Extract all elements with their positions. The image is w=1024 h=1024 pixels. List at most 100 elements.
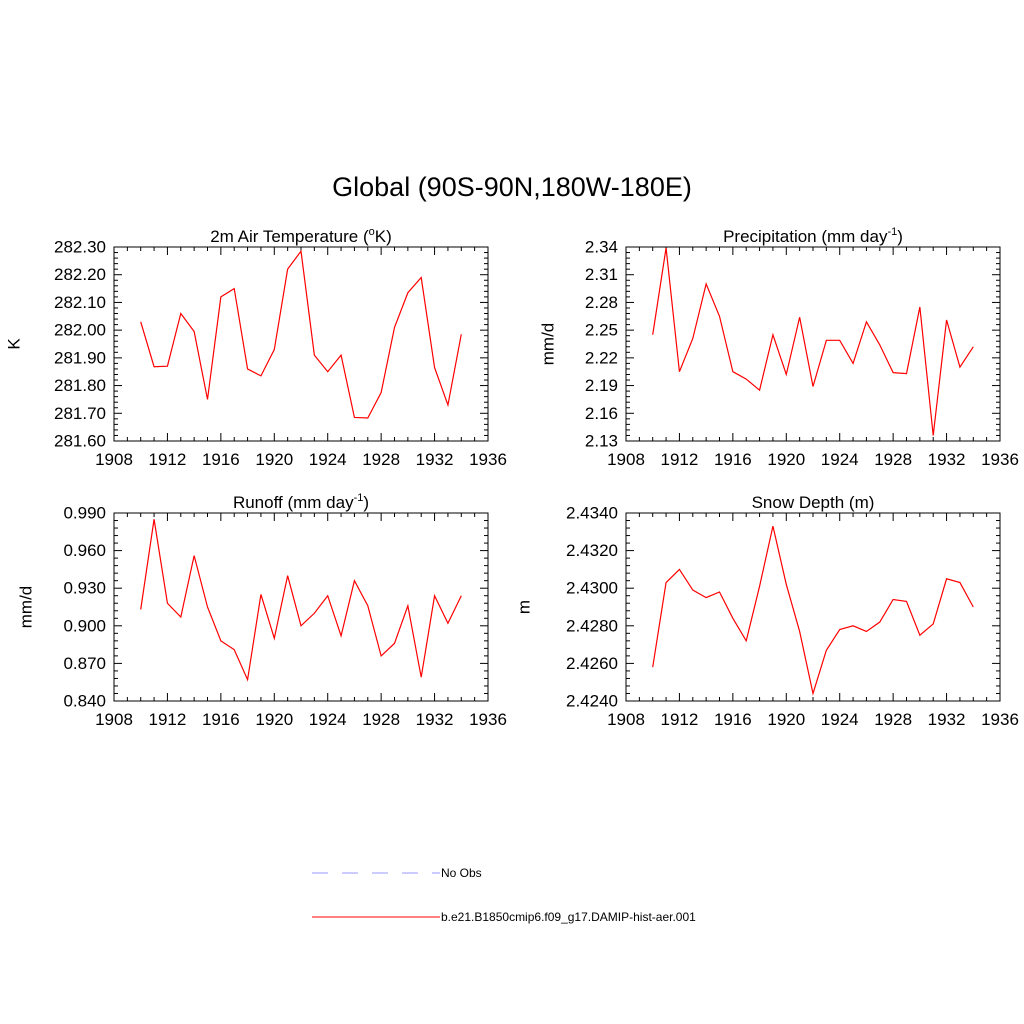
data-point	[973, 606, 974, 607]
data-point	[799, 631, 800, 632]
y-tick-label: 282.00	[54, 321, 106, 340]
x-tick-label: 1936	[981, 450, 1019, 469]
data-point	[946, 319, 947, 320]
data-point	[652, 334, 653, 335]
data-point	[153, 366, 154, 367]
data-point	[461, 595, 462, 596]
data-point	[959, 582, 960, 583]
series-line	[140, 519, 462, 682]
legend-swatch-dashed	[312, 872, 440, 874]
x-tick-label: 1920	[255, 450, 293, 469]
x-tick-label: 1916	[714, 450, 752, 469]
data-point	[247, 368, 248, 369]
data-point	[732, 371, 733, 372]
x-tick-label: 1908	[607, 710, 645, 729]
x-tick-label: 1932	[416, 450, 454, 469]
chart-panel-1: Precipitation (mm day-1) mm/d 1908 1912 1916…	[539, 226, 1019, 469]
data-point	[461, 334, 462, 335]
data-point	[692, 589, 693, 590]
y-tick-label: 282.10	[54, 293, 106, 312]
y-axis-label: mm/d	[539, 323, 558, 366]
x-tick-label: 1932	[416, 710, 454, 729]
x-tick-label: 1928	[874, 710, 912, 729]
data-point	[367, 417, 368, 418]
y-tick-label: 0.930	[63, 579, 106, 598]
chart-title-suffix: )	[363, 493, 369, 512]
chart-title: Runoff (mm day-1)	[233, 492, 369, 512]
legend-label-model-run: b.e21.B1850cmip6.f09_g17.DAMIP-hist-aer.…	[441, 910, 696, 924]
chart-title-text: Snow Depth (m)	[752, 493, 875, 512]
y-tick-label: 2.4240	[566, 692, 618, 711]
chart-title-superscript: -1	[887, 226, 897, 238]
data-point	[434, 367, 435, 368]
data-point	[679, 371, 680, 372]
x-tick-label: 1912	[661, 710, 699, 729]
data-point	[959, 366, 960, 367]
data-point	[732, 618, 733, 619]
y-tick-label: 2.13	[585, 432, 618, 451]
data-point	[933, 435, 934, 436]
data-point	[759, 586, 760, 587]
chart-panel-2: Runoff (mm day-1) mm/d 1908 1912 1916 1920 192…	[17, 492, 507, 729]
data-point	[327, 595, 328, 596]
chart-title-text: 2m Air Temperature (	[210, 227, 369, 246]
data-point	[287, 575, 288, 576]
data-point	[933, 623, 934, 624]
data-point	[812, 386, 813, 387]
x-tick-label: 1928	[362, 450, 400, 469]
data-point	[746, 379, 747, 380]
data-point	[706, 283, 707, 284]
data-point	[946, 578, 947, 579]
y-tick-label: 0.990	[63, 504, 106, 523]
data-point	[274, 638, 275, 639]
data-point	[434, 595, 435, 596]
x-tick-label: 1916	[714, 710, 752, 729]
x-tick-label: 1924	[821, 450, 859, 469]
y-tick-label: 2.31	[585, 265, 618, 284]
x-tick-label: 1912	[149, 450, 187, 469]
data-point	[327, 371, 328, 372]
x-tick-label: 1936	[469, 450, 507, 469]
data-point	[906, 601, 907, 602]
x-tick-label: 1924	[309, 450, 347, 469]
y-axis-label: mm/d	[17, 586, 36, 629]
data-point	[719, 591, 720, 592]
y-tick-label: 2.4320	[566, 541, 618, 560]
y-tick-label: 2.28	[585, 293, 618, 312]
data-point	[314, 613, 315, 614]
y-tick-label: 2.34	[585, 238, 618, 257]
data-point	[665, 582, 666, 583]
data-point	[367, 605, 368, 606]
data-point	[140, 609, 141, 610]
data-point	[839, 629, 840, 630]
data-point	[220, 296, 221, 297]
y-tick-label: 2.16	[585, 404, 618, 423]
data-point	[153, 519, 154, 520]
x-tick-label: 1928	[362, 710, 400, 729]
y-tick-label: 2.4280	[566, 616, 618, 635]
x-tick-label: 1920	[767, 450, 805, 469]
data-point	[180, 313, 181, 314]
data-point	[866, 321, 867, 322]
data-point	[447, 623, 448, 624]
data-point	[381, 392, 382, 393]
data-point	[812, 693, 813, 694]
data-point	[799, 317, 800, 318]
data-point	[167, 366, 168, 367]
data-point	[906, 373, 907, 374]
data-point	[679, 569, 680, 570]
y-tick-label: 0.840	[63, 692, 106, 711]
x-tick-label: 1924	[309, 710, 347, 729]
data-point	[839, 340, 840, 341]
legend-swatch-solid	[312, 916, 440, 918]
data-point	[354, 417, 355, 418]
page-title: Global (90S-90N,180W-180E)	[332, 172, 692, 202]
series-line	[652, 247, 974, 436]
x-tick-label: 1912	[661, 450, 699, 469]
y-tick-label: 2.4260	[566, 654, 618, 673]
y-tick-label: 2.4300	[566, 579, 618, 598]
data-point	[421, 677, 422, 678]
x-tick-label: 1924	[821, 710, 859, 729]
data-point	[194, 331, 195, 332]
data-point	[421, 277, 422, 278]
